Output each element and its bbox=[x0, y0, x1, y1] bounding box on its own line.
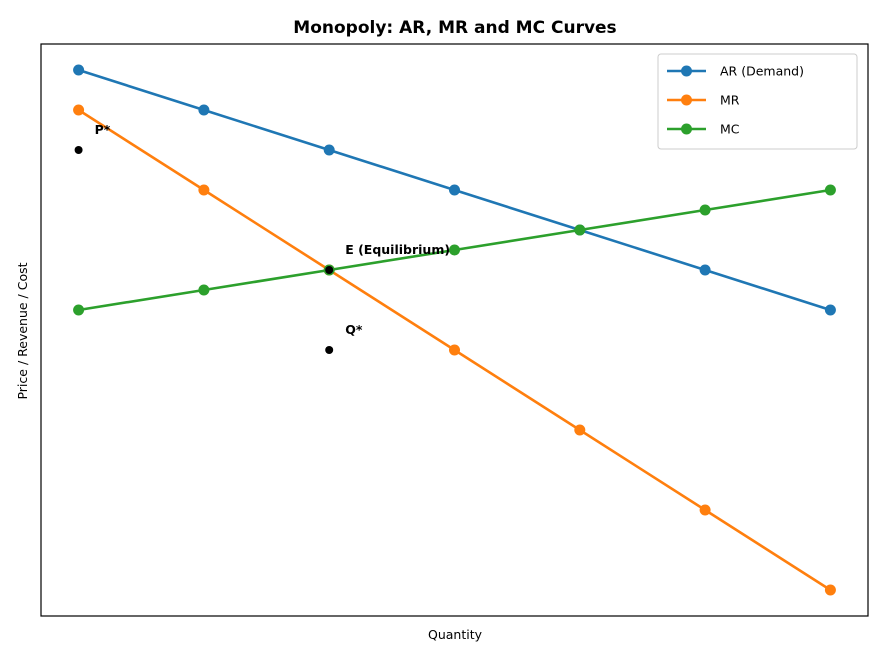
data-point-mr bbox=[198, 184, 210, 196]
data-point-mc bbox=[449, 244, 460, 256]
legend-label-mc: MC bbox=[720, 122, 740, 137]
y-axis-label: Price / Revenue / Cost bbox=[15, 262, 30, 399]
data-point-mr bbox=[574, 424, 586, 436]
data-point-mr bbox=[699, 504, 711, 516]
plot-area: P* E (Equilibrium) Q* bbox=[73, 64, 836, 596]
legend-label-mr: MR bbox=[720, 93, 740, 108]
annotation-label-e-equilibrium: E (Equilibrium) bbox=[345, 242, 450, 257]
data-point-ar-demand bbox=[323, 144, 335, 156]
annotation-label-q: Q* bbox=[345, 322, 363, 337]
series-ar-demand bbox=[73, 64, 836, 316]
data-point-mc bbox=[198, 284, 210, 296]
legend-marker-mc bbox=[681, 123, 692, 135]
plot-frame bbox=[40, 43, 869, 617]
series-mc bbox=[73, 184, 836, 316]
annotation-point-q bbox=[325, 346, 334, 354]
data-point-mr bbox=[73, 104, 85, 116]
data-point-mc bbox=[574, 224, 586, 236]
series-mr bbox=[73, 104, 836, 596]
data-point-mc bbox=[699, 204, 711, 216]
data-point-mc bbox=[824, 184, 836, 196]
legend-marker-ar-demand bbox=[681, 65, 692, 77]
data-point-ar-demand bbox=[73, 64, 85, 76]
data-point-mc bbox=[73, 304, 85, 316]
data-point-ar-demand bbox=[824, 304, 836, 316]
legend-marker-mr bbox=[681, 94, 692, 106]
chart-title: Monopoly: AR, MR and MC Curves bbox=[293, 18, 616, 38]
annotation-point-e-equilibrium bbox=[325, 266, 334, 274]
data-point-mr bbox=[824, 584, 836, 596]
data-point-ar-demand bbox=[699, 264, 711, 276]
x-axis-label: Quantity bbox=[428, 627, 483, 642]
legend: AR (Demand) MR MC bbox=[657, 53, 858, 150]
data-point-mr bbox=[449, 344, 460, 356]
legend-box bbox=[657, 53, 858, 150]
annotation-point-p bbox=[74, 146, 83, 154]
data-point-ar-demand bbox=[449, 184, 460, 196]
data-point-ar-demand bbox=[198, 104, 210, 116]
legend-label-ar-demand: AR (Demand) bbox=[720, 64, 804, 79]
annotation-label-p: P* bbox=[95, 122, 111, 137]
